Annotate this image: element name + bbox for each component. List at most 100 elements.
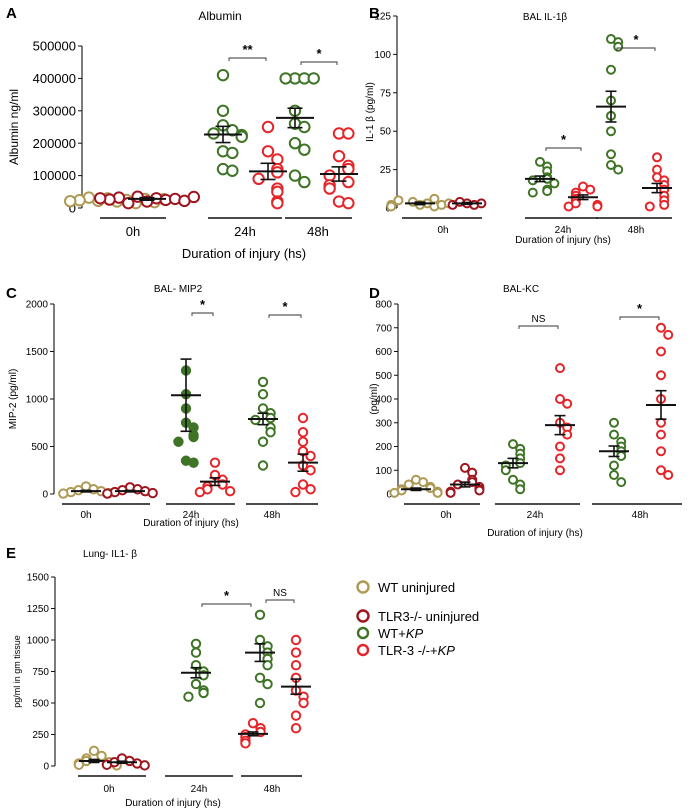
data-point xyxy=(265,427,276,438)
x-axis-label: Duration of injury (hs) xyxy=(487,528,583,539)
data-point xyxy=(432,487,443,498)
y-tick-label: 800 xyxy=(375,300,392,311)
data-point xyxy=(307,72,320,85)
group-label: 48h xyxy=(307,224,329,239)
y-axis: 0255075100125 xyxy=(374,12,398,215)
y-tick-label: 500000 xyxy=(33,39,76,54)
significance-label: * xyxy=(633,32,639,47)
data-point xyxy=(508,474,518,485)
data-point xyxy=(173,436,184,447)
data-point xyxy=(64,194,77,208)
y-tick-label: 50 xyxy=(380,127,392,138)
legend-label: WT uninjured xyxy=(378,580,455,595)
data-point xyxy=(447,199,458,210)
data-point xyxy=(298,175,311,189)
y-tick-label: 1500 xyxy=(27,573,50,584)
group-label: 24h xyxy=(183,510,200,521)
data-point xyxy=(606,64,616,75)
data-point xyxy=(474,485,485,496)
data-point xyxy=(297,436,309,447)
data-point xyxy=(609,460,619,471)
x-axis-label: Duration of injury (hs) xyxy=(125,798,221,809)
group-label: 0h xyxy=(437,225,448,236)
data-point xyxy=(257,389,269,400)
data-point xyxy=(563,201,574,212)
data-point xyxy=(290,710,302,721)
significance-label: * xyxy=(200,297,206,312)
data-point xyxy=(342,162,355,176)
data-point xyxy=(216,68,230,82)
y-tick-label: 300 xyxy=(375,418,392,429)
group-label: 48h xyxy=(628,225,645,236)
data-point xyxy=(290,634,302,646)
data-marks: 0h 24h 48h * * xyxy=(386,32,672,236)
y-axis-label: IL-1 β (pg/ml) xyxy=(365,82,376,142)
panel-c-bal-mip2: C BAL- MIP2 0 500 1000 1500 2000 MIP-2 (pg/m… xyxy=(6,284,318,529)
y-tick-label: 1500 xyxy=(26,347,49,358)
data-point xyxy=(555,394,565,404)
data-point xyxy=(609,417,619,428)
data-point xyxy=(254,672,266,683)
data-point xyxy=(190,678,202,690)
data-point xyxy=(527,187,538,198)
significance-label: ** xyxy=(242,42,253,57)
legend-label: TLR3-/- uninjured xyxy=(378,609,479,624)
y-tick-label: 500 xyxy=(32,699,49,710)
y-tick-label: 1000 xyxy=(27,636,50,647)
significance-bracket xyxy=(300,61,338,65)
data-point xyxy=(254,634,266,646)
y-tick-label: 700 xyxy=(375,323,392,334)
data-point xyxy=(606,149,616,160)
significance-bracket xyxy=(545,147,582,151)
y-axis: 0 250 500 750 1000 1250 1500 xyxy=(27,573,56,773)
data-point xyxy=(254,609,266,620)
y-tick-label: 75 xyxy=(380,88,392,99)
data-point xyxy=(342,175,355,189)
data-point xyxy=(288,137,302,150)
data-point xyxy=(262,678,273,690)
data-point xyxy=(297,412,309,424)
data-point xyxy=(656,370,666,381)
data-point xyxy=(290,647,302,658)
data-point xyxy=(656,346,666,357)
data-point xyxy=(515,484,526,495)
chart-title: Albumin xyxy=(198,9,241,23)
data-point xyxy=(147,487,158,499)
data-point xyxy=(342,196,355,210)
data-point xyxy=(613,41,624,52)
group-label: 24h xyxy=(527,510,544,521)
y-tick-label: 1250 xyxy=(27,604,50,615)
group-label: 48h xyxy=(264,784,281,795)
significance-bracket xyxy=(191,312,214,316)
data-point xyxy=(527,175,538,186)
y-axis-label: MIP-2 (pg/ml) xyxy=(8,369,19,430)
panel-letter-a: A xyxy=(6,5,17,22)
y-tick-label: 600 xyxy=(375,347,392,358)
data-point xyxy=(656,446,666,457)
data-point xyxy=(235,130,248,143)
data-point xyxy=(418,477,429,488)
data-point xyxy=(190,647,202,658)
data-point xyxy=(659,199,670,210)
data-point xyxy=(194,486,206,498)
chart-title: BAL- MIP2 xyxy=(154,284,203,295)
data-point xyxy=(290,486,301,498)
data-point xyxy=(656,465,666,476)
data-point xyxy=(190,638,202,649)
significance-bracket xyxy=(268,314,302,318)
data-point xyxy=(183,691,194,702)
data-point xyxy=(209,457,221,468)
data-point xyxy=(188,431,199,443)
data-point xyxy=(562,398,573,409)
significance-bracket xyxy=(616,47,656,51)
group-label: 48h xyxy=(632,510,649,521)
data-point xyxy=(224,485,236,497)
data-point xyxy=(393,195,404,206)
data-point xyxy=(262,660,273,671)
x-axis-label: Duration of injury (hs) xyxy=(182,246,306,261)
data-point xyxy=(88,745,100,757)
significance-label: * xyxy=(316,46,322,61)
data-point xyxy=(323,182,336,195)
y-tick-label: 200000 xyxy=(33,136,76,151)
group-label: 0h xyxy=(126,224,140,239)
